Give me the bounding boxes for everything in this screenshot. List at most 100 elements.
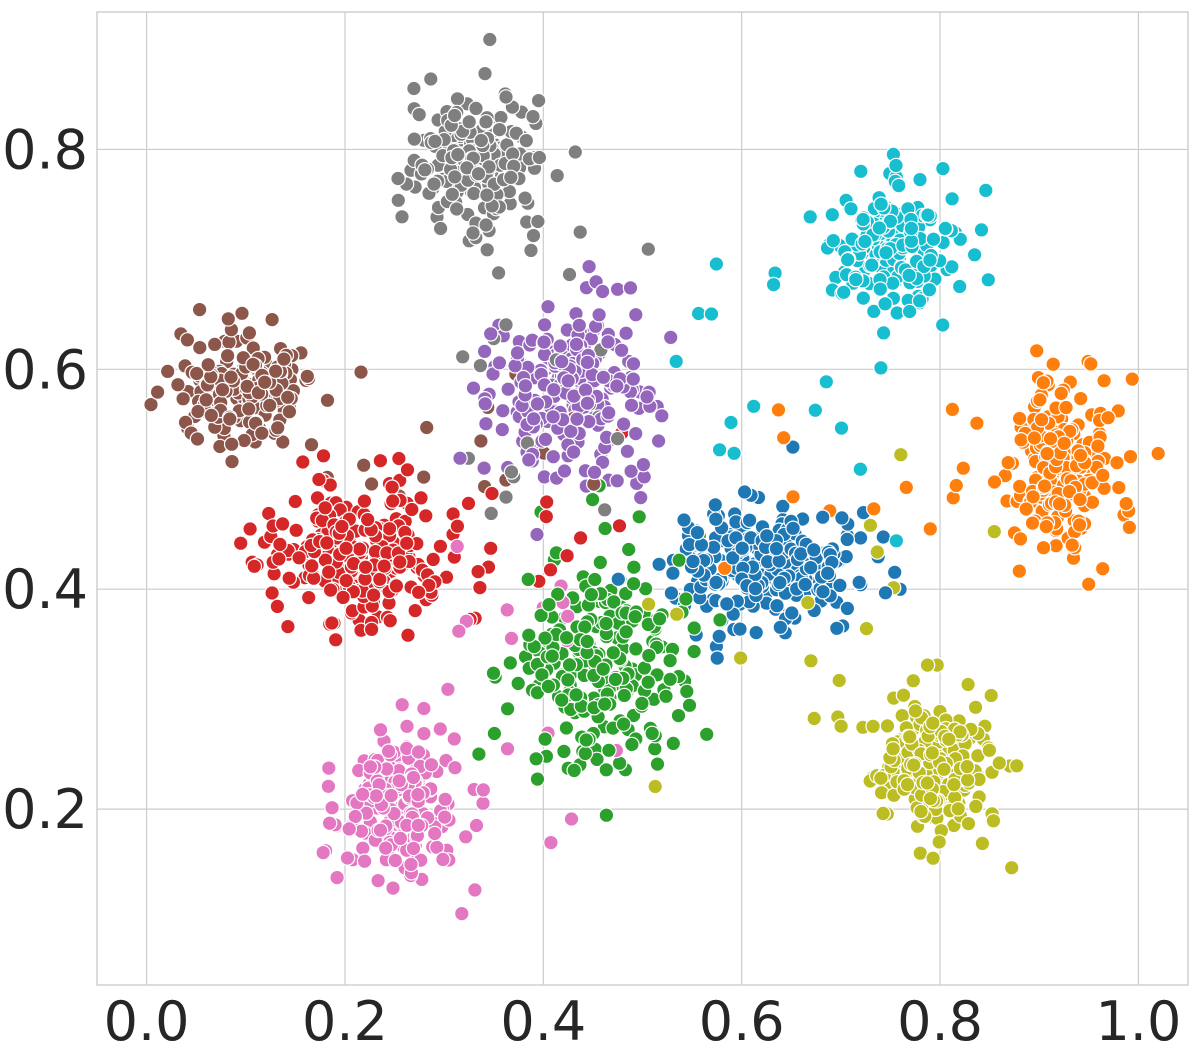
data-point-cluster-0 — [734, 540, 750, 556]
data-point-cluster-2 — [620, 541, 637, 558]
data-point-cluster-2 — [533, 607, 549, 624]
data-point-cluster-7 — [525, 108, 541, 125]
data-point-cluster-9 — [878, 244, 894, 261]
data-point-cluster-6 — [543, 834, 559, 851]
data-point-cluster-8 — [986, 523, 1003, 540]
data-point-cluster-0 — [783, 605, 800, 621]
data-point-cluster-6 — [368, 787, 384, 804]
data-point-cluster-6 — [383, 787, 399, 804]
data-point-cluster-3 — [410, 584, 427, 601]
data-point-cluster-3 — [572, 530, 589, 546]
data-point-cluster-4 — [639, 389, 655, 405]
data-point-cluster-4 — [529, 526, 545, 543]
data-point-cluster-4 — [536, 316, 553, 333]
data-point-cluster-4 — [494, 421, 511, 438]
data-point-cluster-2 — [560, 672, 576, 688]
data-point-cluster-0 — [689, 524, 706, 541]
data-point-cluster-6 — [432, 721, 449, 737]
data-point-cluster-3 — [470, 563, 486, 580]
data-point-cluster-5 — [276, 351, 292, 367]
data-point-cluster-4 — [577, 382, 594, 398]
data-point-cluster-2 — [611, 755, 628, 771]
data-point-cluster-8 — [895, 687, 912, 703]
data-point-cluster-2 — [618, 623, 634, 640]
data-point-cluster-1 — [1056, 435, 1072, 452]
data-point-cluster-3 — [338, 540, 354, 557]
data-point-cluster-1 — [1025, 488, 1041, 505]
data-point-cluster-8 — [936, 761, 952, 778]
data-point-cluster-9 — [875, 325, 892, 341]
data-point-cluster-6 — [354, 786, 371, 803]
data-point-cluster-0 — [785, 439, 801, 455]
data-point-cluster-4 — [569, 411, 585, 427]
data-point-cluster-4 — [627, 425, 644, 442]
data-point-cluster-9 — [935, 160, 951, 177]
data-point-cluster-7 — [498, 316, 514, 333]
data-point-cluster-2 — [598, 807, 615, 823]
data-point-cluster-6 — [392, 830, 409, 847]
data-point-cluster-0 — [875, 529, 892, 545]
data-point-cluster-7 — [561, 266, 578, 283]
data-point-cluster-5 — [241, 401, 257, 417]
data-point-cluster-6 — [391, 772, 407, 789]
data-point-cluster-6 — [410, 817, 427, 834]
data-point-cluster-7 — [478, 114, 494, 130]
data-point-cluster-5 — [175, 390, 191, 407]
data-point-cluster-6 — [475, 795, 491, 812]
data-point-cluster-7 — [479, 187, 495, 203]
data-point-cluster-4 — [581, 258, 597, 275]
data-point-cluster-5 — [353, 364, 369, 380]
data-point-cluster-5 — [279, 389, 296, 406]
data-point-cluster-7 — [523, 242, 539, 259]
data-point-cluster-1 — [1080, 576, 1097, 592]
data-point-cluster-3 — [280, 618, 296, 635]
data-point-cluster-9 — [818, 373, 835, 390]
data-point-cluster-8 — [959, 758, 975, 775]
data-point-cluster-1 — [1095, 467, 1111, 484]
data-point-cluster-1 — [1039, 445, 1055, 462]
data-point-cluster-2 — [681, 697, 698, 714]
data-point-cluster-3 — [381, 520, 398, 537]
data-point-cluster-5 — [189, 431, 206, 447]
data-point-cluster-8 — [668, 606, 685, 622]
data-point-cluster-2 — [568, 686, 584, 703]
data-point-cluster-5 — [319, 392, 336, 409]
data-point-cluster-9 — [912, 171, 928, 188]
data-point-cluster-4 — [545, 381, 562, 398]
data-point-cluster-2 — [686, 620, 702, 636]
data-point-cluster-6 — [320, 760, 337, 776]
data-point-cluster-7 — [426, 176, 442, 192]
data-point-cluster-1 — [1124, 371, 1141, 387]
data-point-cluster-2 — [486, 725, 503, 742]
data-point-cluster-4 — [517, 377, 534, 394]
data-point-cluster-8 — [879, 718, 896, 734]
data-point-cluster-4 — [653, 407, 670, 424]
plot-frame — [96, 11, 1189, 986]
y-tick-label: 0.2 — [2, 778, 88, 841]
data-point-cluster-8 — [831, 672, 847, 689]
data-point-cluster-3 — [384, 479, 400, 495]
data-point-cluster-3 — [559, 547, 575, 564]
data-point-cluster-0 — [747, 580, 764, 597]
data-point-cluster-1 — [1051, 496, 1068, 512]
data-point-cluster-4 — [477, 395, 493, 412]
data-point-cluster-9 — [980, 271, 997, 288]
data-point-cluster-4 — [571, 317, 588, 334]
data-point-cluster-5 — [220, 311, 237, 327]
data-point-cluster-7 — [498, 489, 514, 505]
data-point-cluster-7 — [473, 132, 490, 149]
data-point-cluster-3 — [472, 579, 488, 596]
data-point-cluster-1 — [1024, 515, 1041, 531]
data-point-cluster-5 — [191, 301, 208, 318]
data-point-cluster-8 — [981, 742, 998, 759]
data-point-cluster-1 — [785, 488, 801, 505]
data-point-cluster-7 — [640, 241, 657, 257]
data-point-cluster-6 — [453, 905, 470, 922]
data-point-cluster-5 — [179, 332, 196, 348]
data-point-cluster-5 — [355, 457, 372, 473]
data-point-cluster-6 — [475, 782, 492, 798]
data-point-cluster-6 — [426, 825, 443, 842]
data-point-cluster-7 — [465, 225, 481, 241]
data-point-cluster-4 — [540, 298, 556, 315]
data-point-cluster-2 — [485, 665, 502, 681]
